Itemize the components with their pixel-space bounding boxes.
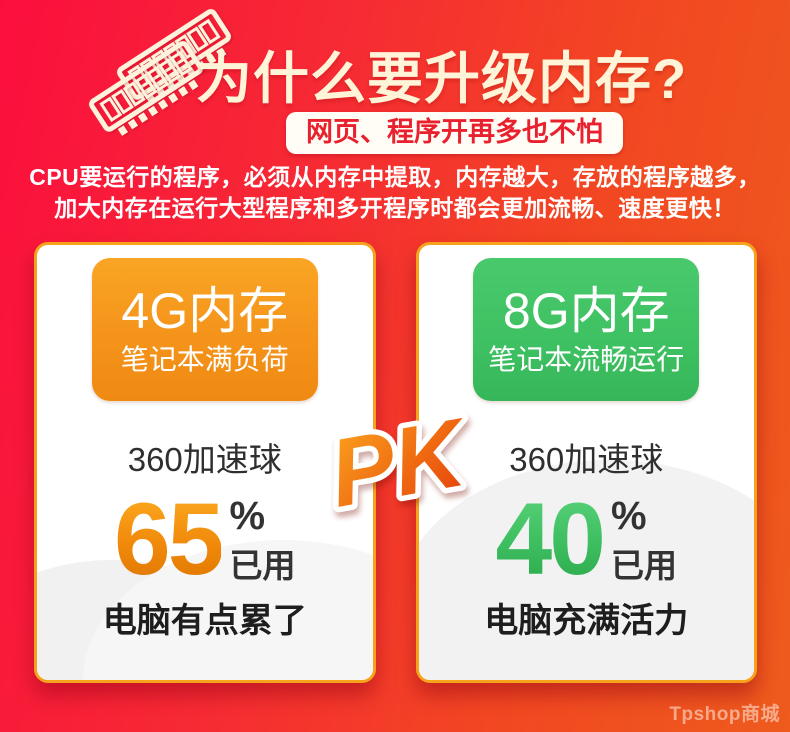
card-8g-memory: 8G内存 笔记本流畅运行 360加速球 40 % 已用 电脑充满活力: [415, 242, 757, 683]
ribbon-subtitle: 笔记本满负荷: [120, 343, 289, 375]
pk-versus-emblem: PK: [312, 393, 484, 538]
intro-line-1: CPU要运行的程序，必须从内存中提取，内存越大，存放的程序越多，: [29, 164, 761, 190]
meter-label: 360加速球: [127, 441, 282, 478]
page-title: 为什么要升级内存?: [196, 47, 688, 110]
percent-sign: %: [229, 494, 266, 538]
card-4g-memory: 4G内存 笔记本满负荷 360加速球 65 % 已用 电脑有点累了: [34, 242, 376, 683]
ribbon-subtitle: 笔记本流畅运行: [488, 343, 685, 375]
ribbon-title: 8G内存: [502, 282, 670, 339]
percent-sign: %: [610, 494, 647, 538]
subtitle-badge: 网页、程序开再多也不怕: [286, 112, 623, 154]
ribbon-title: 4G内存: [121, 282, 289, 339]
usage-percent-value: 40: [495, 482, 606, 596]
wave-decoration: [418, 460, 755, 680]
store-watermark: Tpshop商城: [669, 704, 780, 725]
meter-label: 360加速球: [509, 441, 664, 478]
intro-paragraph: CPU要运行的程序，必须从内存中提取，内存越大，存放的程序越多， 加大内存在运行…: [0, 162, 790, 224]
ram-stick-icon: [89, 41, 203, 136]
pk-text: PK: [322, 398, 478, 528]
ribbon-4g: 4G内存 笔记本满负荷: [91, 258, 318, 401]
usage-stat: 40 % 已用: [495, 482, 677, 596]
verdict-text: 电脑充满活力: [484, 602, 689, 640]
used-label: 已用: [229, 547, 296, 584]
comparison-cards: 4G内存 笔记本满负荷 360加速球 65 % 已用 电脑有点累了: [34, 242, 757, 683]
usage-stat: 65 % 已用: [114, 482, 296, 596]
intro-line-2: 加大内存在运行大型程序和多开程序时都会更加流畅、速度更快！: [54, 195, 736, 221]
ribbon-8g: 8G内存 笔记本流畅运行: [473, 258, 700, 401]
verdict-text: 电脑有点累了: [102, 602, 307, 640]
used-label: 已用: [610, 547, 677, 584]
usage-percent-value: 65: [114, 482, 224, 596]
ram-icons-group: [88, 9, 248, 153]
